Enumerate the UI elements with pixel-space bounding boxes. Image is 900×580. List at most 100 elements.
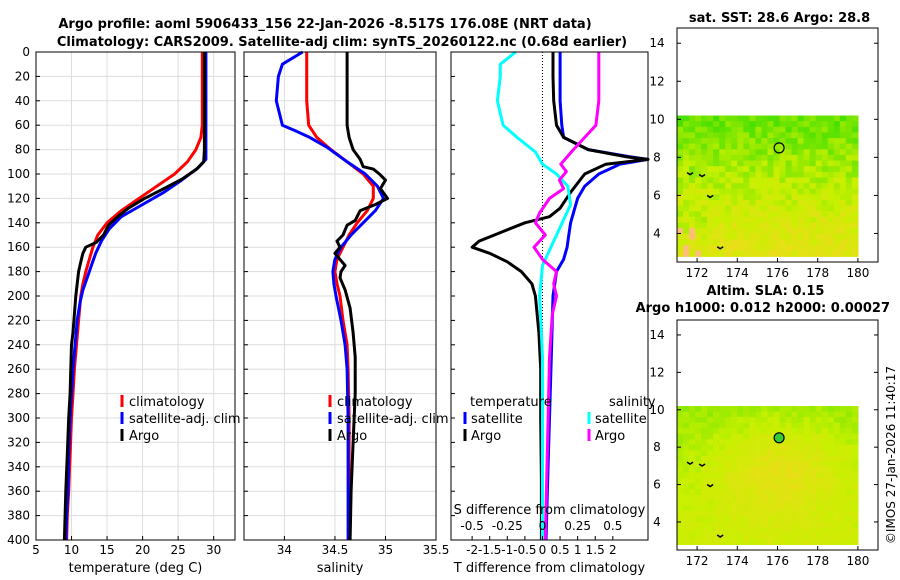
heatmap-cell xyxy=(821,516,829,523)
heatmap-cell xyxy=(785,477,793,485)
heatmap-cell xyxy=(689,233,696,240)
heatmap-cell xyxy=(725,494,732,501)
heatmap-cell xyxy=(845,126,853,133)
heatmap-cell xyxy=(737,211,744,218)
heatmap-cell xyxy=(677,177,684,184)
heatmap-cell xyxy=(737,171,744,179)
heatmap-cell xyxy=(707,205,714,212)
heatmap-cell xyxy=(695,233,702,240)
heatmap-cell xyxy=(749,466,756,474)
heatmap-cell xyxy=(707,154,714,162)
heatmap-cell xyxy=(761,406,769,413)
heatmap-cell xyxy=(821,199,829,207)
heatmap-cell xyxy=(743,228,750,235)
heatmap-cell xyxy=(851,205,859,212)
heatmap-cell xyxy=(779,205,787,212)
heatmap-cell xyxy=(713,406,720,413)
heatmap-cell xyxy=(743,166,750,173)
heatmap-cell xyxy=(701,211,708,218)
heatmap-cell xyxy=(689,527,696,534)
heatmap-cell xyxy=(797,500,805,507)
heatmap-cell xyxy=(773,177,781,184)
heatmap-cell xyxy=(779,228,787,235)
heatmap-cell xyxy=(785,433,793,440)
heatmap-cell xyxy=(851,233,859,240)
heatmap-cell xyxy=(797,533,805,540)
y-tick-label: 360 xyxy=(7,484,30,498)
heatmap-cell xyxy=(713,171,720,179)
heatmap-cell xyxy=(689,477,696,485)
heatmap-cell xyxy=(737,121,744,128)
heatmap-cell xyxy=(839,516,847,523)
heatmap-cell xyxy=(689,205,696,212)
heatmap-cell xyxy=(851,472,859,479)
heatmap-cell xyxy=(851,188,859,195)
heatmap-cell xyxy=(773,511,781,518)
heatmap-cell xyxy=(713,126,720,133)
heatmap-cell xyxy=(755,143,763,150)
heatmap-cell xyxy=(695,511,702,518)
heatmap-cell xyxy=(713,538,720,545)
heatmap-cell xyxy=(761,216,769,224)
heatmap-cell xyxy=(767,450,775,457)
y-tick-label: 220 xyxy=(7,313,30,327)
heatmap-cell xyxy=(815,483,823,490)
heatmap-cell xyxy=(785,216,793,224)
heatmap-cell xyxy=(749,205,756,212)
heatmap-cell xyxy=(833,149,841,156)
heatmap-cell xyxy=(737,417,744,424)
heatmap-cell xyxy=(785,222,793,229)
heatmap-cell xyxy=(737,439,744,446)
heatmap-cell xyxy=(725,422,732,429)
heatmap-cell xyxy=(701,160,708,167)
heatmap-cell xyxy=(845,222,853,229)
heatmap-cell xyxy=(827,455,835,462)
heatmap-cell xyxy=(773,533,781,540)
heatmap-cell xyxy=(785,511,793,518)
heatmap-cell xyxy=(701,516,708,523)
heatmap-cell xyxy=(701,406,708,413)
heatmap-cell xyxy=(839,406,847,413)
heatmap-cell xyxy=(731,199,738,207)
heatmap-cell xyxy=(725,222,732,229)
heatmap-cell xyxy=(695,494,702,501)
salinity-panel: 34 34.5 35 35.5salinityclimatologysatellite… xyxy=(243,50,449,576)
heatmap-cell xyxy=(839,228,847,235)
heatmap-cell xyxy=(791,171,799,179)
heatmap-cell xyxy=(839,143,847,150)
heatmap-cell xyxy=(803,143,811,150)
heatmap-cell xyxy=(683,183,690,190)
heatmap-cell xyxy=(701,466,708,474)
heatmap-cell xyxy=(779,422,787,429)
heatmap-cell xyxy=(677,411,684,418)
heatmap-cell xyxy=(797,115,805,122)
heatmap-cell xyxy=(815,533,823,540)
heatmap-cell xyxy=(797,239,805,246)
heatmap-cell xyxy=(749,143,756,150)
heatmap-cell xyxy=(839,211,847,218)
heatmap-cell xyxy=(755,466,763,474)
legend-right-label-1: Argo xyxy=(595,429,625,444)
heatmap-cell xyxy=(797,228,805,235)
heatmap-cell xyxy=(677,500,684,507)
heatmap-cell xyxy=(845,171,853,179)
heatmap-cell xyxy=(755,211,763,218)
heatmap-cell xyxy=(791,166,799,173)
heatmap-cell xyxy=(779,472,787,479)
heatmap-cell xyxy=(719,511,726,518)
heatmap-cell xyxy=(827,143,835,150)
heatmap-cell xyxy=(689,149,696,156)
heatmap-cell xyxy=(743,149,750,156)
heatmap-cell xyxy=(815,149,823,156)
heatmap-cell xyxy=(833,406,841,413)
heatmap-cell xyxy=(779,455,787,462)
heatmap-cell xyxy=(821,533,829,540)
heatmap-cell xyxy=(803,132,811,139)
heatmap-cell xyxy=(677,154,684,162)
heatmap-cell xyxy=(683,461,690,468)
heatmap-cell xyxy=(761,411,769,418)
heatmap-cell xyxy=(785,505,793,512)
heatmap-cell xyxy=(743,527,750,534)
heatmap-cell xyxy=(785,494,793,501)
heatmap-cell xyxy=(797,538,805,545)
